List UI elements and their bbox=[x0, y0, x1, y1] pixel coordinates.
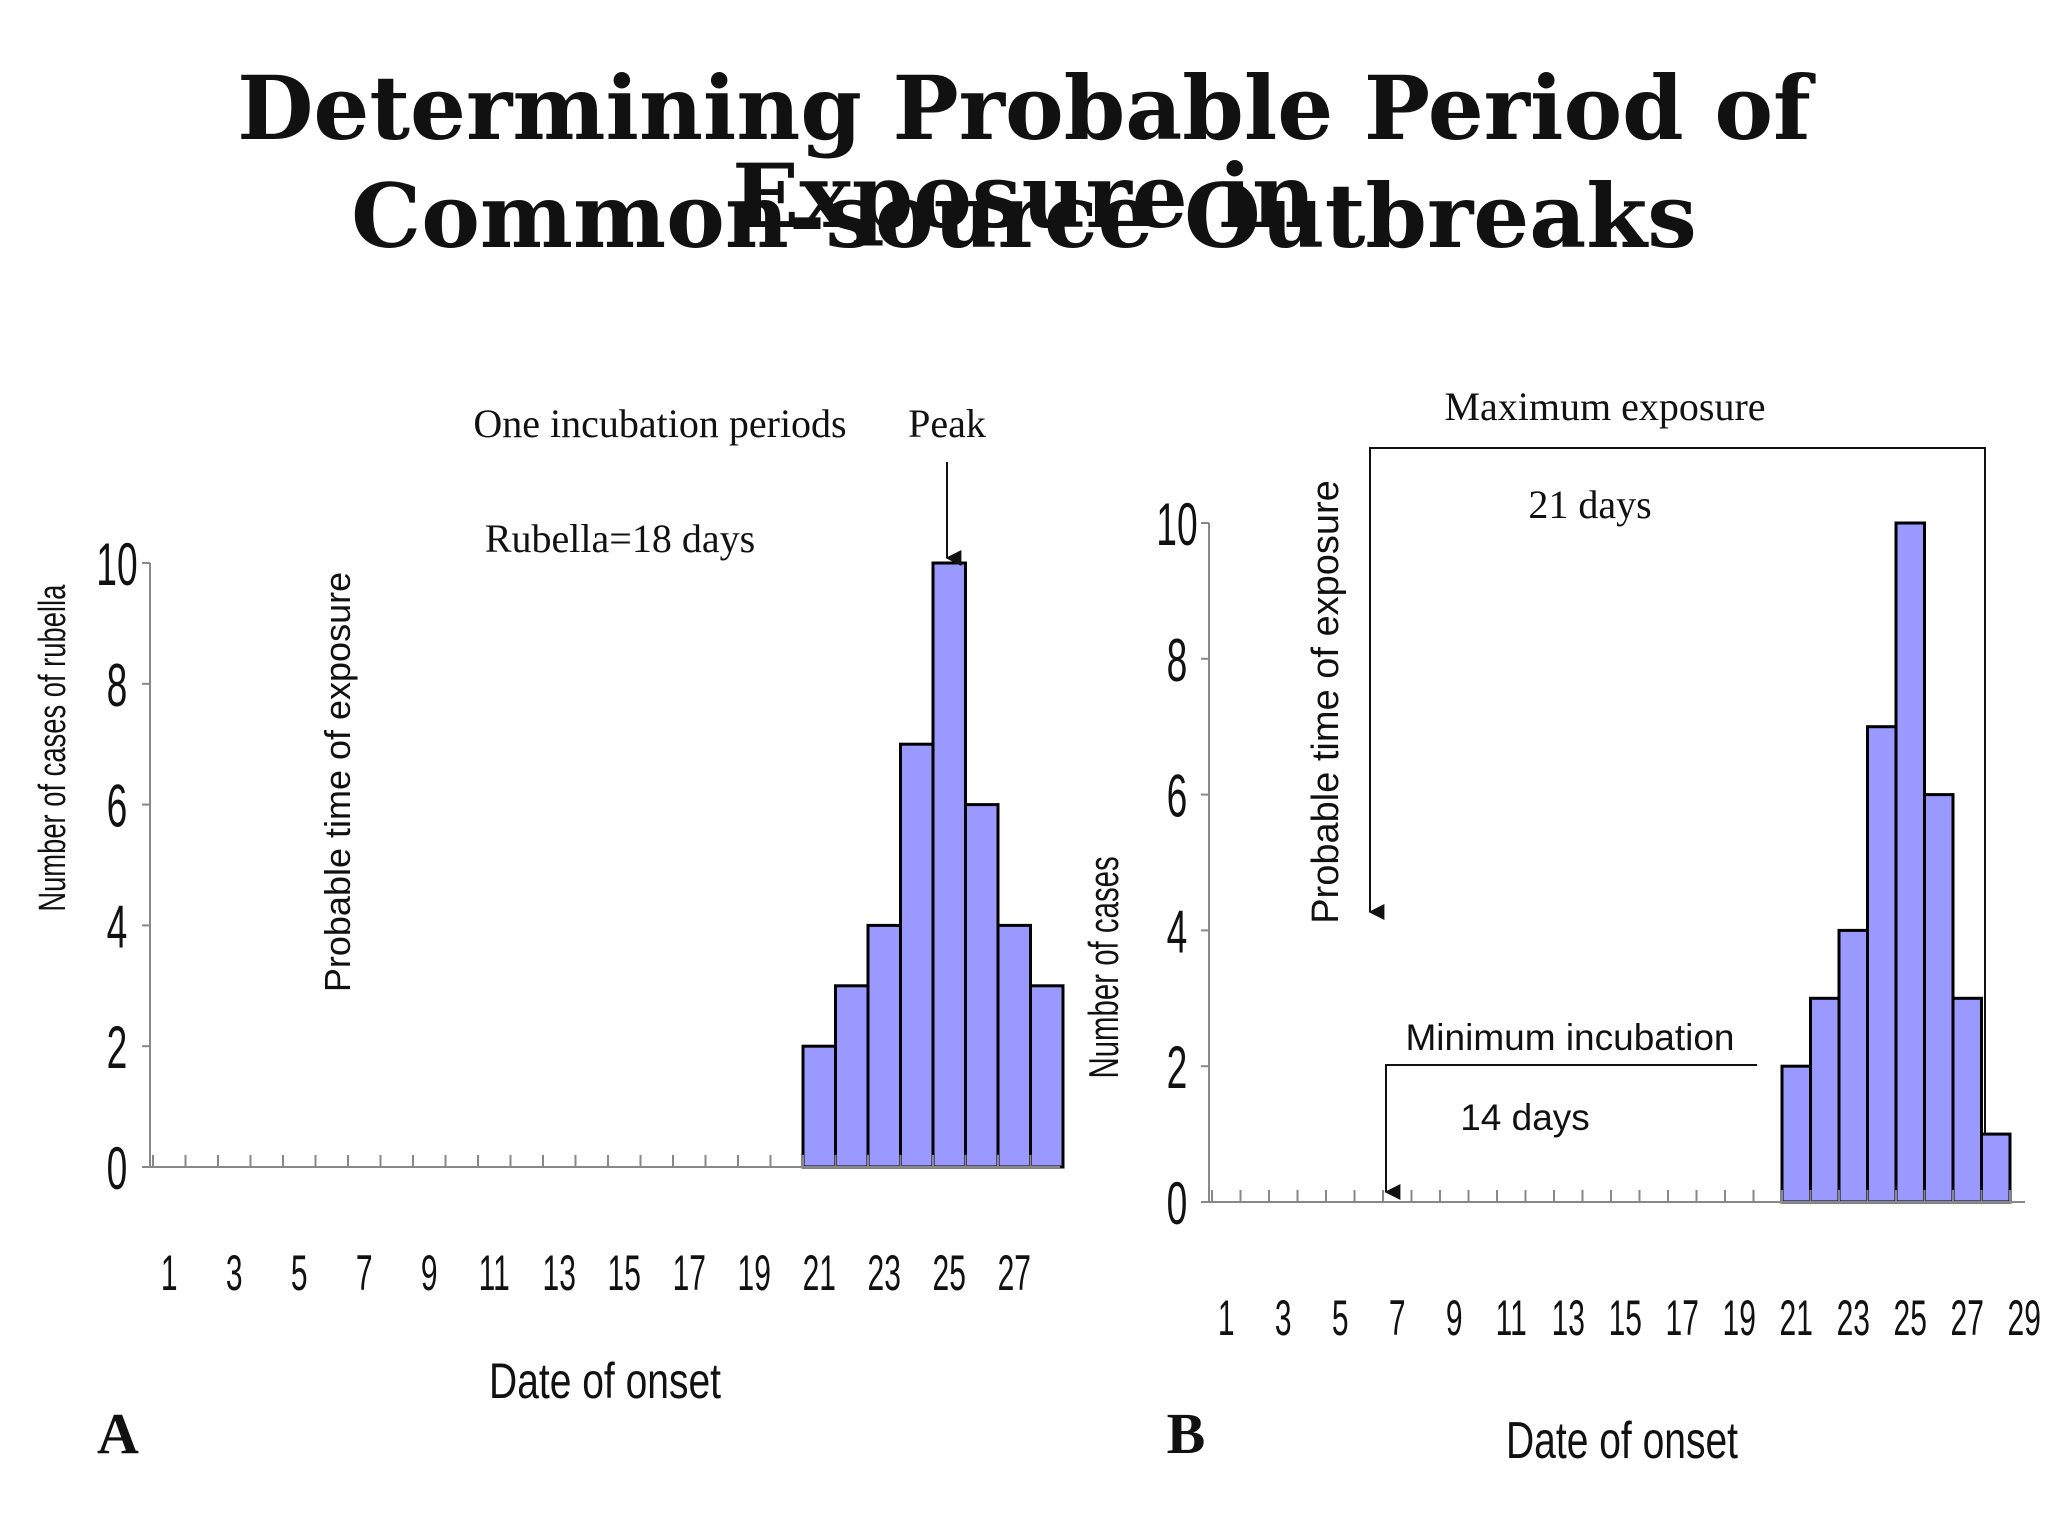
chart-b-max-exposure-bracket bbox=[1369, 447, 1986, 1135]
chart-b-y-tick-label: 8 bbox=[1167, 627, 1188, 694]
chart-b-x-tick-label: 5 bbox=[1332, 1290, 1349, 1346]
chart-b-exposure-label: Probable time of exposure bbox=[1305, 480, 1347, 924]
chart-a-bar-day-28 bbox=[1029, 984, 1065, 1169]
chart-a-axes bbox=[142, 562, 1060, 1168]
chart-a-peak-label: Peak bbox=[908, 401, 986, 446]
chart-b-bar-day-21 bbox=[1780, 1064, 1812, 1204]
chart-b-y-axis-label: Number of cases bbox=[1080, 856, 1128, 1078]
chart-b-x-tick-label: 27 bbox=[1951, 1290, 1984, 1346]
chart-b-y-tick-label: 2 bbox=[1167, 1034, 1188, 1101]
chart-b-panel-label: B bbox=[1167, 1401, 1206, 1466]
chart-a-x-tick-label: 1 bbox=[161, 1245, 178, 1301]
chart-b-x-tick-label: 17 bbox=[1666, 1290, 1699, 1346]
chart-a-x-tick-label: 15 bbox=[608, 1245, 641, 1301]
chart-a-bar-day-25 bbox=[931, 561, 967, 1169]
chart-b-x-tick-label: 25 bbox=[1894, 1290, 1927, 1346]
chart-a-y-tick-label: 0 bbox=[107, 1135, 128, 1202]
chart-b-x-tick-label: 19 bbox=[1723, 1290, 1756, 1346]
chart-b-bar-day-24 bbox=[1866, 725, 1898, 1204]
chart-a-bar-day-24 bbox=[899, 742, 935, 1169]
chart-b-x-tick-label: 3 bbox=[1275, 1290, 1292, 1346]
chart-b-x-tick-label: 1 bbox=[1218, 1290, 1235, 1346]
chart-b-min-incubation-label: Minimum incubation bbox=[1405, 1017, 1734, 1058]
chart-b-x-tick-label: 21 bbox=[1780, 1290, 1813, 1346]
chart-b-14-days-label: 14 days bbox=[1460, 1097, 1590, 1138]
chart-a-y-tick-labels: 0 2 4 6 8 10 bbox=[96, 531, 137, 1202]
chart-b-x-tick-label: 15 bbox=[1609, 1290, 1642, 1346]
chart-a-x-tick-label: 3 bbox=[226, 1245, 243, 1301]
chart-b-bar-day-23 bbox=[1837, 928, 1869, 1204]
chart-a-x-tick-label: 23 bbox=[868, 1245, 901, 1301]
chart-b-y-tick-label: 4 bbox=[1167, 898, 1188, 965]
chart-a-x-tick-label: 11 bbox=[479, 1245, 510, 1301]
chart-a-bars bbox=[801, 561, 1065, 1169]
chart-a-x-tick-label: 13 bbox=[543, 1245, 576, 1301]
chart-b-x-axis-label: Date of onset bbox=[1506, 1410, 1738, 1469]
chart-b-bar-day-26 bbox=[1923, 793, 1955, 1204]
chart-a-bar-day-22 bbox=[834, 984, 870, 1169]
chart-a-y-axis-label: Number of cases of rubella bbox=[32, 584, 74, 911]
chart-b-max-exposure-label: Maximum exposure bbox=[1444, 384, 1765, 429]
chart-a-rubella-label: Rubella=18 days bbox=[485, 516, 755, 561]
chart-a-x-tick-label: 27 bbox=[998, 1245, 1031, 1301]
chart-b-bars bbox=[1780, 521, 2012, 1204]
chart-b-x-tick-label: 29 bbox=[2008, 1290, 2041, 1346]
chart-a-y-tick-label: 8 bbox=[107, 652, 128, 719]
chart-a-x-tick-labels: 1 3 5 7 9 11 13 15 17 19 21 23 25 27 bbox=[161, 1245, 1031, 1301]
chart-b-x-tick-label: 11 bbox=[1496, 1290, 1527, 1346]
chart-b-y-tick-label: 6 bbox=[1167, 763, 1188, 830]
chart-a-bar-day-23 bbox=[866, 923, 902, 1169]
chart-b-x-tick-label: 9 bbox=[1446, 1290, 1463, 1346]
chart-a-bar-day-27 bbox=[996, 923, 1032, 1169]
chart-a-x-tick-label: 19 bbox=[738, 1245, 771, 1301]
chart-b-y-tick-label: 10 bbox=[1156, 491, 1197, 558]
chart-a-x-tick-label: 25 bbox=[933, 1245, 966, 1301]
chart-b-y-tick-labels: 0 2 4 6 8 10 bbox=[1156, 491, 1197, 1237]
chart-a-y-tick-label: 6 bbox=[107, 773, 128, 840]
title-line-2: Common-source Outbreaks bbox=[351, 164, 1697, 268]
chart-a-x-tick-label: 17 bbox=[673, 1245, 706, 1301]
chart-a-incubation-label: One incubation periods bbox=[473, 401, 846, 446]
chart-b-x-tick-labels: 1 3 5 7 9 11 13 15 17 19 21 23 25 27 29 bbox=[1218, 1290, 2041, 1346]
title-line-1: Determining Probable Period of Exposure … bbox=[237, 56, 1811, 248]
chart-b-bar-day-27 bbox=[1951, 996, 1983, 1204]
chart-a-x-tick-label: 7 bbox=[356, 1245, 373, 1301]
chart-b-x-tick-label: 7 bbox=[1389, 1290, 1406, 1346]
chart-b-min-incubation-bracket bbox=[1385, 1064, 1757, 1190]
chart-a-x-tick-label: 21 bbox=[803, 1245, 836, 1301]
chart-a-y-tick-label: 2 bbox=[107, 1014, 128, 1081]
chart-a-y-tick-label: 10 bbox=[96, 531, 137, 598]
chart-b-axes bbox=[1201, 522, 2025, 1203]
chart-b-21-days-label: 21 days bbox=[1528, 482, 1651, 527]
chart-b-x-tick-label: 13 bbox=[1552, 1290, 1585, 1346]
chart-a-bar-day-26 bbox=[964, 803, 1000, 1169]
chart-b-bar-day-22 bbox=[1809, 996, 1841, 1204]
chart-a-bar-day-21 bbox=[801, 1044, 837, 1169]
chart-a-x-tick-label: 5 bbox=[291, 1245, 308, 1301]
chart-a-y-tick-label: 4 bbox=[107, 893, 128, 960]
chart-b-y-tick-label: 0 bbox=[1167, 1170, 1188, 1237]
chart-a-x-axis-label: Date of onset bbox=[489, 1352, 721, 1409]
chart-a-x-tick-label: 9 bbox=[421, 1245, 438, 1301]
chart-a-panel-label: A bbox=[97, 1401, 139, 1466]
chart-a-exposure-label: Probable time of exposure bbox=[317, 572, 358, 992]
chart-b-bar-day-28 bbox=[1980, 1132, 2012, 1204]
chart-b-x-tick-label: 23 bbox=[1837, 1290, 1870, 1346]
chart-b-bar-day-25 bbox=[1894, 521, 1926, 1204]
